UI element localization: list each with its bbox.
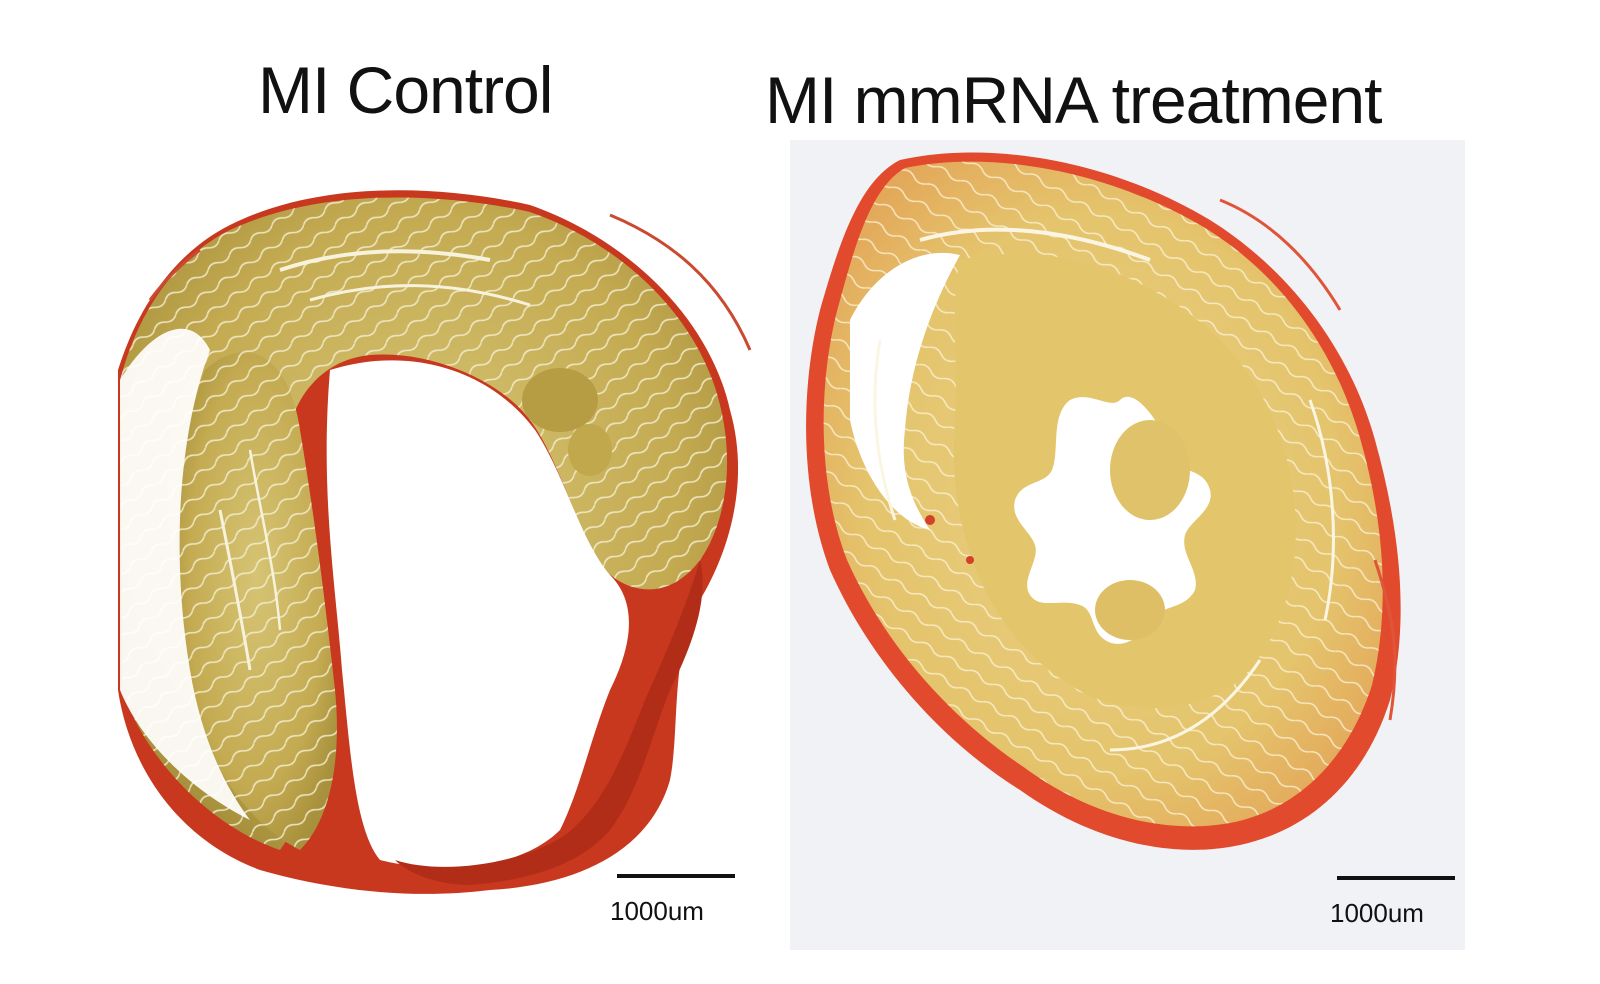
heart-section-treatment-image [790,140,1465,950]
scale-bar-label-treatment: 1000um [1330,898,1424,928]
panel-title-control: MI Control [258,53,553,127]
scale-bar-control [617,874,735,878]
panel-title-mmrna-treatment: MI mmRNA treatment [765,63,1382,137]
heart-section-control-image [118,190,752,894]
scale-bar-treatment [1337,876,1455,880]
scale-bar-label-control: 1000um [610,896,704,926]
